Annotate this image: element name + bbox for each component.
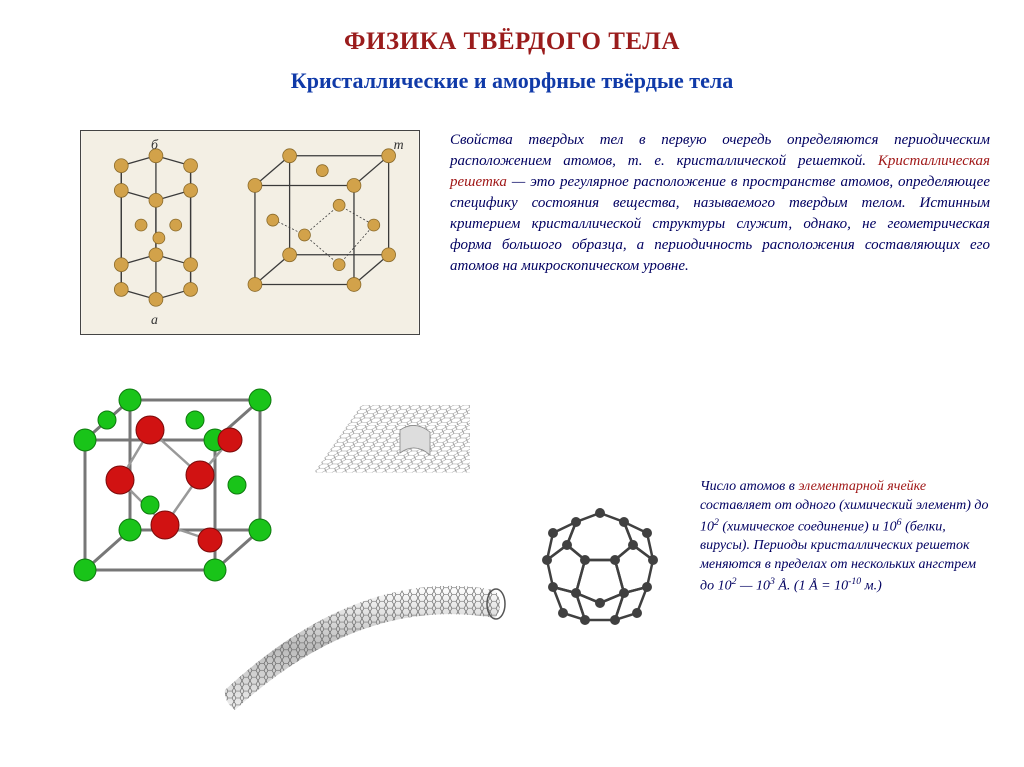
fullerene-figure	[525, 495, 675, 645]
p2-a: Число атомов в	[700, 479, 798, 494]
p2-c: (химическое соединение) и 10	[719, 519, 897, 534]
lattice-label-a: а	[151, 312, 158, 327]
graphene-figure	[305, 400, 470, 498]
p2-f: Å. (1 Å = 10	[775, 579, 848, 594]
p2-g: м.)	[861, 579, 882, 594]
lattice-label-t: т	[394, 137, 404, 152]
p2-sup5: -10	[848, 576, 861, 587]
paragraph-1: Свойства твердых тел в первую очередь оп…	[450, 130, 990, 277]
page-title: ФИЗИКА ТВЁРДОГО ТЕЛА	[0, 0, 1024, 56]
paragraph-2: Число атомов в элементарной ячейке соста…	[700, 478, 990, 597]
p2-highlight: элементарной ячейке	[798, 479, 926, 494]
lattice-top-figure: б а т	[80, 130, 420, 335]
nanotube-figure	[210, 560, 510, 715]
page-subtitle: Кристаллические и аморфные твёрдые тела	[0, 68, 1024, 94]
para1-part2: — это регулярное расположение в простран…	[450, 174, 990, 274]
lattice-label-b: б	[151, 137, 159, 152]
p2-e: — 10	[737, 579, 770, 594]
